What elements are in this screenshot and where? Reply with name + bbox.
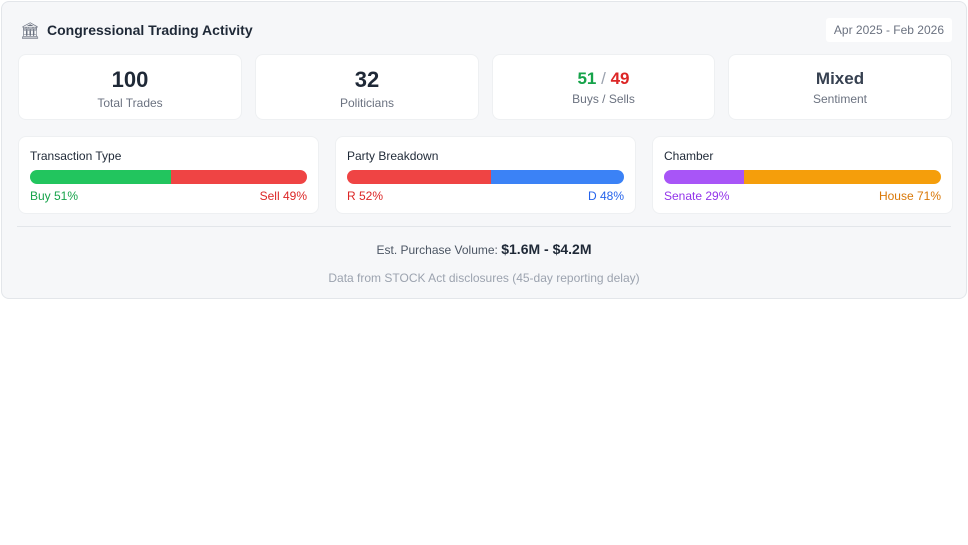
breakdown-bar — [347, 170, 624, 184]
bar-segment-left — [347, 170, 492, 184]
stat-total-trades: 100 Total Trades — [18, 54, 242, 120]
breakdown-party: Party Breakdown R 52% D 48% — [335, 136, 636, 214]
congressional-trading-card: 🏛 Congressional Trading Activity Apr 202… — [1, 1, 967, 299]
buys-count: 51 — [577, 69, 597, 88]
bank-icon: 🏛 — [20, 23, 41, 40]
card-title: Congressional Trading Activity — [47, 22, 253, 38]
left-label: Senate 29% — [664, 189, 730, 203]
bar-segment-right — [744, 170, 941, 184]
bar-segment-left — [664, 170, 745, 184]
breakdown-bar — [30, 170, 307, 184]
breakdown-title: Transaction Type — [30, 149, 122, 163]
stat-label: Sentiment — [812, 92, 868, 106]
right-label: Sell 49% — [259, 189, 307, 203]
separator: / — [601, 69, 606, 88]
sells-count: 49 — [610, 69, 630, 88]
right-label: House 71% — [878, 189, 941, 203]
volume-label: Est. Purchase Volume: — [376, 243, 498, 257]
breakdown-chamber: Chamber Senate 29% House 71% — [652, 136, 953, 214]
divider — [17, 226, 951, 227]
breakdown-title: Party Breakdown — [347, 149, 439, 163]
stat-politicians: 32 Politicians — [255, 54, 479, 120]
right-label: D 48% — [587, 189, 624, 203]
purchase-volume: Est. Purchase Volume: $1.6M - $4.2M — [2, 241, 966, 257]
breakdown-transaction-type: Transaction Type Buy 51% Sell 49% — [18, 136, 319, 214]
bar-segment-right — [171, 170, 307, 184]
volume-value: $1.6M - $4.2M — [501, 241, 592, 257]
stat-sentiment: Mixed Sentiment — [728, 54, 952, 120]
date-range-badge: Apr 2025 - Feb 2026 — [825, 18, 952, 42]
breakdown-title: Chamber — [664, 149, 714, 163]
left-label: Buy 51% — [30, 189, 79, 203]
stat-value: 32 — [354, 67, 380, 92]
bar-segment-left — [30, 170, 172, 184]
breakdown-bar — [664, 170, 941, 184]
left-label: R 52% — [347, 189, 384, 203]
footer-note: Data from STOCK Act disclosures (45-day … — [328, 271, 640, 285]
stat-label: Buys / Sells — [572, 92, 635, 106]
stat-value: 100 — [111, 67, 149, 92]
stat-label: Total Trades — [97, 96, 163, 110]
stat-value: Mixed — [815, 69, 865, 88]
stat-buys-sells: 51 / 49 Buys / Sells — [492, 54, 715, 120]
bar-segment-right — [491, 170, 624, 184]
stat-label: Politicians — [339, 96, 395, 110]
